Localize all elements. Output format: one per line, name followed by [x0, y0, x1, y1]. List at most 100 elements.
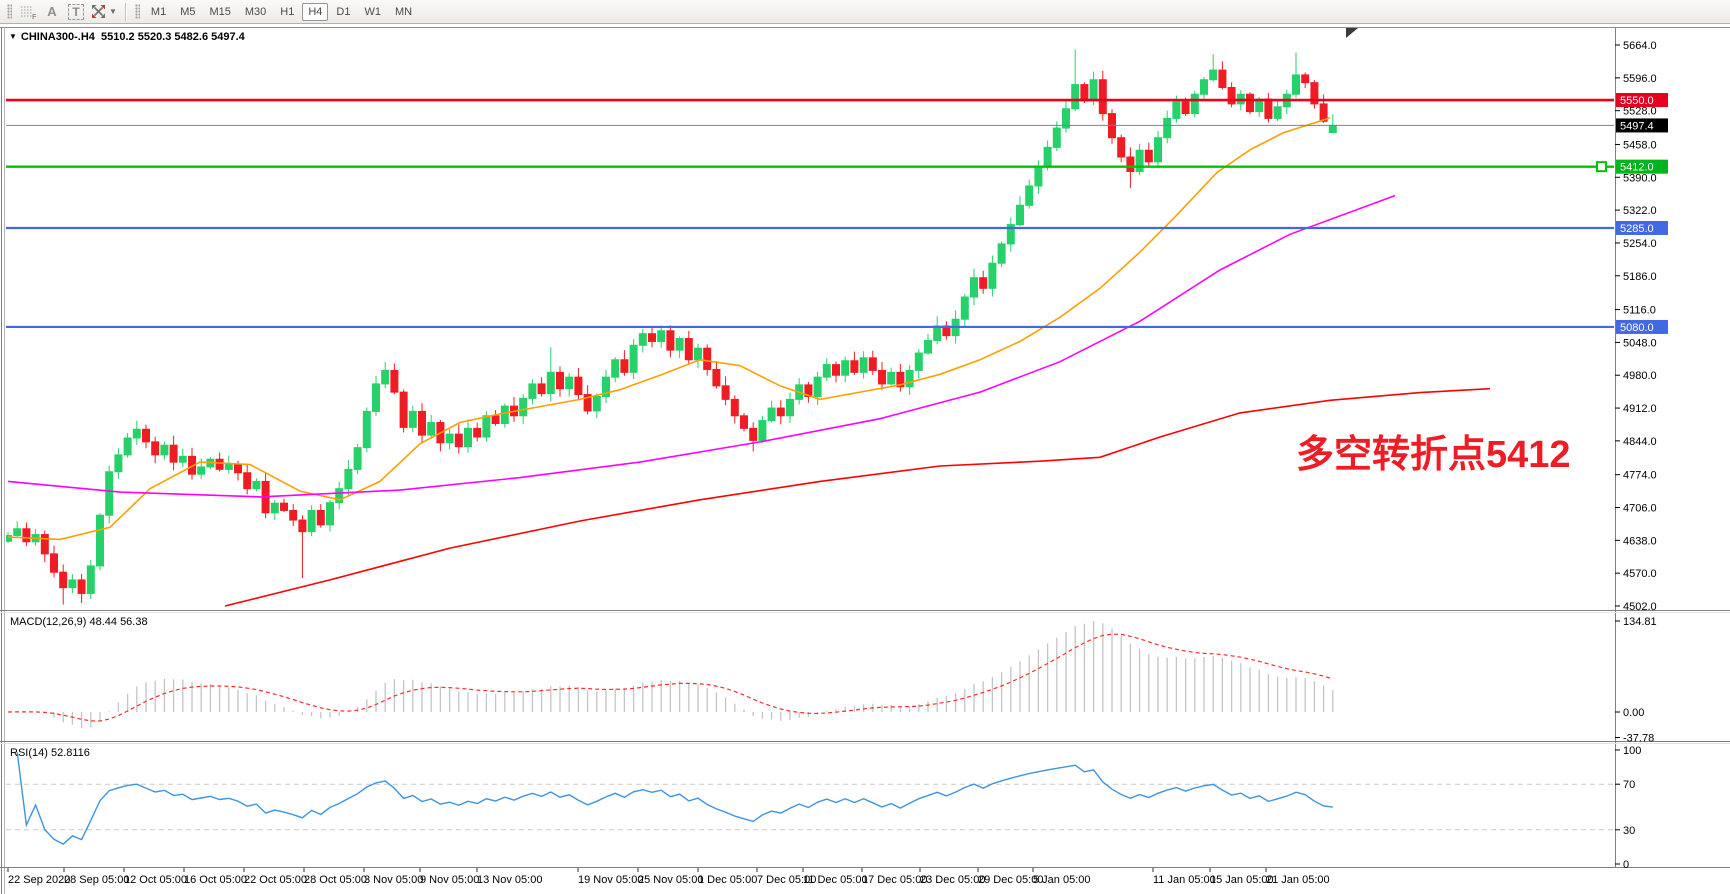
macd-tick-label: 0.00: [1623, 707, 1644, 719]
timeframe-button-H4[interactable]: H4: [302, 2, 329, 21]
price-badge-label: 5285.0: [1620, 223, 1654, 235]
candle: [887, 367, 896, 386]
rsi-line: [16, 752, 1333, 845]
candle: [298, 515, 307, 578]
text-a-icon[interactable]: A: [40, 2, 64, 22]
candle: [1328, 114, 1337, 134]
date-label: 28 Oct 05:00: [304, 874, 367, 886]
candle: [132, 420, 141, 445]
candle: [114, 448, 123, 480]
candle: [556, 366, 564, 397]
rsi-tick-label: 30: [1623, 825, 1635, 837]
candle: [188, 447, 196, 480]
candle: [252, 478, 261, 492]
toolbar: F A T ▼ M1 M5 M15 M30 H1 H4 D1 W1 MN: [0, 0, 1730, 24]
date-label: 16 Oct 05:00: [184, 874, 247, 886]
candle: [491, 410, 500, 426]
candle: [464, 419, 472, 453]
ma-slow-red: [224, 387, 1491, 607]
candle: [602, 369, 610, 403]
candle: [353, 443, 362, 475]
timeframe-button-W1[interactable]: W1: [358, 3, 387, 21]
candle: [224, 455, 233, 474]
candle: [326, 499, 334, 532]
chart-canvas: 5664.0 5596.0 5528.0 5458.0 5390.0 5322.0 5254…: [0, 27, 1730, 894]
candle: [270, 499, 279, 520]
candle: [178, 448, 187, 468]
timeframe-button-M1[interactable]: M1: [145, 3, 172, 21]
date-label: 21 Jan 05:00: [1266, 874, 1330, 886]
timeframe-toolbar: M1 M5 M15 M30 H1 H4 D1 W1 MN: [144, 2, 419, 21]
candle: [454, 424, 463, 454]
date-label: 23 Dec 05:00: [920, 874, 985, 886]
candle: [1273, 100, 1282, 122]
candle: [1200, 77, 1208, 99]
candle: [96, 513, 104, 571]
candle: [841, 356, 850, 383]
candle: [786, 392, 794, 424]
ma-fast-orange: [7, 117, 1331, 541]
candle: [868, 350, 877, 376]
candle: [1098, 70, 1107, 121]
rsi-value: 52.8116: [50, 747, 90, 759]
candle: [390, 363, 399, 395]
price-badge: [1616, 220, 1668, 235]
candle: [280, 498, 288, 512]
timeframe-button-M15[interactable]: M15: [203, 3, 236, 21]
candle: [1218, 61, 1227, 90]
price-tick-label: 5596.0: [1623, 73, 1657, 85]
chart-area[interactable]: 5664.0 5596.0 5528.0 5458.0 5390.0 5322.0 5254…: [0, 24, 1730, 894]
price-tick-label: 4912.0: [1623, 403, 1657, 415]
candle: [528, 379, 537, 405]
candle: [638, 328, 647, 353]
candle: [1310, 80, 1319, 109]
candle: [123, 432, 132, 458]
text-label-icon[interactable]: T: [64, 2, 88, 22]
timeframe-button-M30[interactable]: M30: [239, 3, 272, 21]
rsi-tick-label: 70: [1623, 779, 1635, 791]
candle: [767, 400, 776, 423]
candle: [546, 347, 555, 402]
candle: [408, 405, 417, 433]
price-tick-label: 5048.0: [1623, 337, 1657, 349]
timeframe-button-H1[interactable]: H1: [274, 3, 300, 21]
candle: [1209, 54, 1218, 82]
timeframe-button-M5[interactable]: M5: [174, 3, 201, 21]
candle: [307, 505, 316, 536]
date-label: 3 Nov 05:00: [364, 874, 423, 886]
candle: [1071, 49, 1080, 112]
candle: [611, 357, 620, 383]
toolbar-grip[interactable]: [7, 4, 12, 19]
price-tick-label: 5390.0: [1623, 172, 1657, 184]
timeframe-toolbar-grip[interactable]: [134, 4, 140, 19]
price-tick-label: 5186.0: [1623, 271, 1657, 283]
date-label: 11 Dec 05:00: [803, 874, 868, 886]
candle: [592, 393, 601, 419]
toolbar-separator: [124, 2, 126, 21]
chart-title-caret-icon[interactable]: ▼: [9, 32, 17, 41]
hline-handle: [1596, 161, 1607, 173]
rsi-tick-label: 0: [1623, 859, 1629, 871]
price-tick-label: 4706.0: [1623, 503, 1657, 515]
timeframe-button-MN[interactable]: MN: [389, 3, 418, 21]
candle: [1135, 143, 1144, 176]
date-label: 22 Oct 05:00: [244, 874, 307, 886]
candle: [261, 472, 270, 519]
chart-shift-marker-icon[interactable]: [1346, 28, 1358, 38]
candle: [933, 316, 942, 345]
candle: [1292, 52, 1300, 98]
candle: [896, 363, 905, 392]
candle: [1301, 72, 1310, 89]
macd-histogram: [16, 621, 1334, 729]
candle: [850, 351, 859, 375]
candle: [362, 407, 371, 453]
candle: [142, 424, 150, 449]
candle: [924, 333, 932, 355]
candle: [68, 574, 77, 594]
crosshair-move-icon[interactable]: ▼: [88, 2, 120, 22]
timeframe-button-D1[interactable]: D1: [330, 3, 356, 21]
candle: [914, 349, 923, 379]
candle: [399, 389, 408, 433]
grid-f-icon[interactable]: F: [16, 2, 40, 22]
grid-f-icon-glyph: F: [21, 6, 36, 19]
